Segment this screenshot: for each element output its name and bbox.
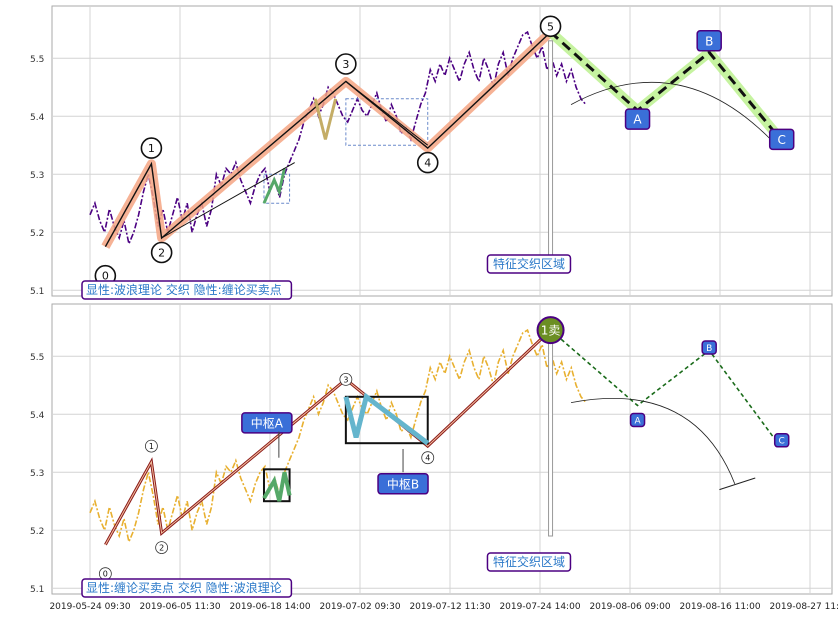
y-tick-label: 5.1 [30, 585, 44, 595]
wave-label: 2 [158, 246, 165, 259]
sell-label-circle [536, 316, 565, 345]
wave-label-circle [155, 541, 169, 554]
x-tick-label: 2019-07-24 14:00 [499, 602, 580, 612]
forecast-label-box [629, 412, 646, 428]
center-b-box [344, 395, 429, 445]
forecast-label: B [706, 344, 712, 354]
center-box-b [345, 98, 429, 146]
wave-label-circle [416, 151, 439, 174]
forecast-label-box [701, 340, 717, 355]
forecast-label-box [768, 128, 795, 151]
vertical-marker [548, 338, 554, 537]
sub-wave [313, 98, 338, 140]
y-tick-label: 5.1 [30, 287, 44, 297]
center-label: 中枢B [387, 476, 419, 491]
wave-label-circle [421, 451, 435, 465]
wave-label-circle [140, 137, 163, 159]
forecast-label-box [773, 433, 790, 448]
sell-label: 1卖 [541, 323, 561, 337]
x-tick-label: 2019-06-05 11:30 [139, 602, 220, 612]
lower-panel: 5.1 5.2 5.3 5.4 5.5 1卖 0 1 2 3 4 A B C 中枢A 中枢B 特征交织区域显性:… [30, 303, 833, 598]
forecast-line [549, 30, 777, 135]
y-tick-label: 5.2 [30, 527, 44, 537]
forecast-line [550, 329, 777, 441]
wave-label: 2 [159, 543, 164, 552]
wave-label-circle [339, 372, 353, 386]
aux-line [345, 81, 429, 146]
x-axis: 2019-05-24 09:30 2019-06-05 11:30 2019-06-… [49, 602, 839, 612]
vertical-marker [548, 40, 554, 268]
y-tick-label: 5.5 [30, 353, 44, 363]
wave-label-circle [145, 439, 158, 453]
zone-label: 特征交织区域 [493, 256, 565, 271]
center-label-box [377, 473, 429, 495]
wave-label-circle [335, 53, 357, 75]
x-tick-label: 2019-06-18 14:00 [229, 602, 310, 612]
forecast-arc-end [719, 477, 756, 491]
x-tick-label: 2019-08-27 11:00 [769, 602, 839, 612]
center-a-box [262, 468, 291, 503]
forecast-arc [570, 81, 771, 140]
wave-label: 1 [148, 142, 155, 155]
zone-label-box [486, 254, 572, 274]
x-tick-label: 2019-07-12 11:30 [409, 602, 490, 612]
x-tick-label: 2019-08-16 11:00 [679, 602, 760, 612]
x-tick-label: 2019-05-24 09:30 [49, 602, 130, 612]
wave-label: 3 [343, 375, 348, 384]
price-series-line [89, 30, 587, 247]
x-tick-label: 2019-08-06 09:00 [589, 602, 670, 612]
forecast-label: C [778, 133, 786, 147]
x-tick-label: 2019-07-02 09:30 [319, 602, 400, 612]
price-series-line [89, 328, 587, 545]
y-tick-label: 5.4 [30, 411, 45, 421]
wave-label: 0 [102, 270, 109, 283]
wave-label: 5 [547, 20, 554, 33]
center-b-strokes [343, 392, 430, 446]
center-box-a [263, 173, 291, 204]
wave-label-circle [539, 15, 562, 38]
legend-label: 显性:波浪理论 交织 隐性:缠论买卖点 [86, 282, 282, 297]
forecast-label-box [624, 108, 651, 130]
forecast-label: C [779, 437, 785, 447]
wave-label: 4 [424, 157, 431, 170]
y-tick-label: 5.3 [30, 469, 44, 479]
legend-label: 显性:缠论买卖点 交织 隐性:波浪理论 [86, 580, 282, 595]
y-tick-label: 5.2 [30, 229, 44, 239]
forecast-label-box [696, 30, 722, 52]
legend-label-box [81, 578, 293, 598]
center-label-box [241, 412, 293, 434]
wave-label: 3 [342, 58, 349, 71]
forecast-arc [570, 398, 736, 484]
zone-label-box [486, 552, 572, 572]
zone-label: 特征交织区域 [493, 554, 565, 569]
wave-label: 0 [103, 570, 108, 579]
y-tick-label: 5.5 [30, 55, 44, 65]
forecast-label: B [705, 34, 713, 48]
legend-label-box [81, 280, 293, 300]
wave-label: 4 [425, 454, 430, 463]
wave-label: 1 [149, 442, 154, 451]
y-tick-label: 5.4 [30, 113, 45, 123]
y-tick-label: 5.3 [30, 171, 44, 181]
center-label: 中枢A [251, 415, 284, 430]
forecast-label: A [633, 113, 642, 127]
wave-label-circle [150, 241, 173, 264]
sub-wave [262, 168, 286, 204]
forecast-label: A [634, 416, 641, 426]
wave-line [104, 31, 552, 248]
center-a-strokes [262, 471, 292, 502]
aux-line [161, 162, 295, 239]
stroke-inner [104, 329, 551, 545]
